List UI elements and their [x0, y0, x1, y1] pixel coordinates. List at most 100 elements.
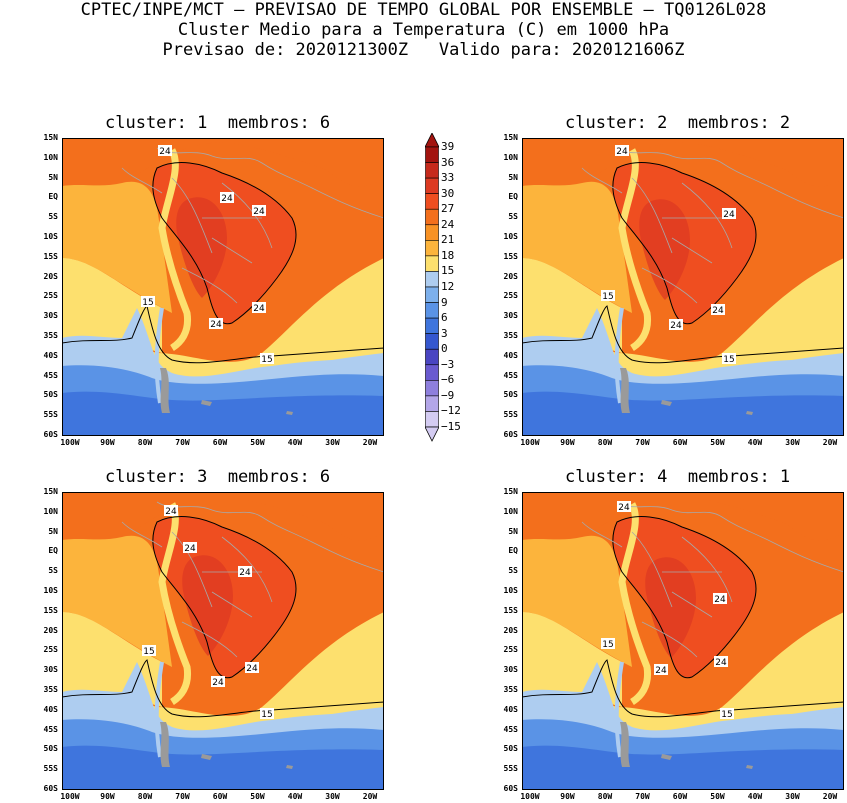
svg-text:24: 24 — [715, 658, 727, 668]
lon-label: 40W — [287, 792, 303, 801]
svg-text:24: 24 — [712, 306, 724, 316]
svg-text:24: 24 — [184, 544, 196, 554]
lat-label: 15N — [503, 133, 518, 142]
lat-label: 10S — [43, 586, 58, 595]
svg-text:15: 15 — [143, 647, 154, 657]
lat-label: 45S — [503, 724, 518, 734]
colorbar-label: 0 — [441, 342, 448, 356]
colorbar-label: 12 — [441, 280, 455, 293]
header-line-2: Cluster Medio para a Temperatura (C) em … — [177, 20, 670, 40]
svg-text:24: 24 — [253, 304, 265, 314]
svg-text:24: 24 — [165, 507, 177, 517]
panel-title-2: cluster: 2 membros: 2 — [565, 113, 791, 133]
lat-label: 40S — [43, 704, 58, 714]
lat-label: 5N — [48, 526, 58, 536]
contour-label-24: 24 — [654, 664, 668, 676]
lat-label: 10S — [503, 586, 518, 595]
contour-label-15: 15 — [601, 638, 615, 650]
lon-label: 80W — [597, 792, 613, 801]
contour-label-15: 15 — [601, 290, 615, 302]
lat-label: 5S — [508, 212, 518, 222]
svg-text:15: 15 — [721, 710, 732, 720]
header-line-1: CPTEC/INPE/MCT — PREVISAO DE TEMPO GLOBA… — [80, 0, 767, 20]
contour-label-15: 15 — [260, 353, 274, 365]
lat-label: 15S — [503, 251, 518, 261]
contour-label-15: 15 — [260, 708, 274, 720]
lat-label: 60S — [503, 784, 518, 793]
lon-label: 30W — [325, 792, 340, 801]
contour-label-24: 24 — [722, 208, 736, 220]
lon-label: 50W — [250, 438, 265, 447]
lat-label: 20S — [503, 625, 518, 635]
lat-label: 5N — [508, 526, 518, 536]
contour-label-24: 24 — [713, 593, 727, 605]
lat-label: EQ — [508, 546, 518, 556]
contour-label-15: 15 — [141, 296, 155, 308]
svg-text:24: 24 — [210, 320, 222, 330]
colorbar-label: 15 — [441, 264, 455, 278]
map-field-2: 24 24 24 24 15 15 — [522, 138, 844, 436]
lon-label: 30W — [325, 438, 340, 447]
contour-label-24: 24 — [252, 205, 266, 217]
lat-label: 20S — [43, 625, 58, 635]
colorbar-label: 36 — [441, 155, 455, 169]
lat-label: EQ — [48, 192, 58, 202]
lat-label: 40S — [503, 350, 518, 360]
svg-text:24: 24 — [212, 678, 224, 688]
lat-label: 5N — [48, 172, 58, 182]
colorbar-label: 18 — [441, 248, 455, 262]
lat-label: 50S — [503, 744, 518, 754]
lat-label: 55S — [503, 764, 518, 774]
contour-label-24: 24 — [183, 542, 197, 554]
svg-text:24: 24 — [723, 210, 735, 220]
lat-label: 10N — [503, 506, 518, 516]
lat-label: 50S — [43, 390, 58, 400]
lat-label: 35S — [43, 331, 58, 340]
lon-label: 20W — [822, 792, 838, 801]
colorbar-label: −9 — [441, 388, 455, 402]
svg-text:24: 24 — [239, 568, 251, 578]
contour-label-24: 24 — [714, 656, 728, 668]
lat-label: 45S — [503, 370, 518, 380]
lat-label: 10S — [43, 232, 58, 241]
lon-label: 80W — [597, 438, 613, 447]
lat-label: 50S — [43, 744, 58, 754]
lon-label: 40W — [287, 438, 303, 447]
lat-label: 60S — [43, 430, 58, 439]
colorbar-label: 39 — [441, 140, 455, 153]
colorbar-swatches — [424, 132, 440, 442]
colorbar-label: −6 — [441, 373, 455, 387]
lat-label: 25S — [503, 291, 518, 301]
lon-label: 70W — [175, 438, 190, 447]
lat-label: 20S — [43, 271, 58, 281]
lat-label: 35S — [503, 685, 518, 694]
lat-label: 35S — [503, 331, 518, 340]
svg-text:24: 24 — [246, 664, 258, 674]
contour-label-15: 15 — [722, 353, 736, 365]
contour-label-24: 24 — [158, 145, 172, 157]
colorbar-label: −15 — [441, 420, 461, 433]
lat-label: 40S — [503, 704, 518, 714]
lon-label: 90W — [560, 438, 575, 447]
contour-label-24: 24 — [209, 318, 223, 330]
lat-label: 35S — [43, 685, 58, 694]
map-panel-4: 24 24 24 24 15 15 — [522, 492, 844, 790]
lat-label: 20S — [503, 271, 518, 281]
svg-text:15: 15 — [602, 292, 613, 302]
map-panel-2: 24 24 24 24 15 15 — [522, 138, 844, 436]
lon-label: 70W — [175, 792, 190, 801]
colorbar-label: 3 — [441, 326, 448, 340]
map-panel-1: 24 24 24 24 24 15 15 — [62, 138, 384, 436]
lat-label: 55S — [503, 410, 518, 420]
lon-label: 20W — [822, 438, 838, 447]
lat-label: 15S — [43, 605, 58, 615]
lat-label: 5S — [508, 566, 518, 576]
lon-label: 80W — [137, 792, 153, 801]
lat-label: 10N — [43, 152, 58, 162]
lon-label: 60W — [672, 438, 688, 447]
lon-label: 100W — [60, 792, 80, 801]
lat-label: 15S — [43, 251, 58, 261]
svg-text:24: 24 — [670, 321, 682, 331]
colorbar-label: −12 — [441, 404, 461, 418]
lat-label: 55S — [43, 410, 58, 420]
